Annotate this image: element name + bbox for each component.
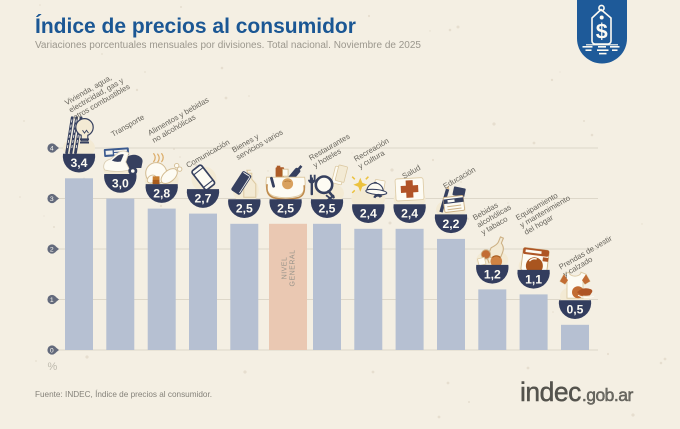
svg-text:Índice de precios al consumido: Índice de precios al consumidor	[35, 15, 356, 38]
svg-text:$: $	[596, 20, 608, 44]
svg-text:1,2: 1,2	[484, 267, 501, 281]
svg-text:2,7: 2,7	[195, 192, 212, 206]
svg-text:NIVEL: NIVEL	[282, 257, 289, 280]
svg-text:0,5: 0,5	[567, 303, 584, 317]
svg-text:2,5: 2,5	[236, 202, 253, 216]
svg-text:2,5: 2,5	[319, 202, 336, 216]
svg-text:2,8: 2,8	[153, 187, 170, 201]
svg-text:3,0: 3,0	[112, 176, 129, 190]
svg-text:2,2: 2,2	[443, 217, 460, 231]
svg-text:Fuente: INDEC, Índice de preci: Fuente: INDEC, Índice de precios al cons…	[35, 389, 212, 399]
svg-text:3: 3	[50, 196, 54, 203]
svg-text:2,4: 2,4	[360, 207, 377, 221]
svg-text:Variaciones porcentuales mensu: Variaciones porcentuales mensuales por d…	[35, 40, 421, 51]
svg-text:%: %	[48, 361, 58, 373]
svg-text:2,5: 2,5	[277, 202, 294, 216]
svg-text:2: 2	[50, 246, 54, 253]
svg-text:3,4: 3,4	[71, 156, 88, 170]
svg-text:1,1: 1,1	[525, 272, 542, 286]
svg-text:0: 0	[50, 347, 54, 354]
svg-text:GENERAL: GENERAL	[290, 250, 297, 287]
svg-text:1: 1	[50, 297, 54, 304]
svg-text:indec.gob.ar: indec.gob.ar	[520, 377, 634, 407]
svg-text:2,4: 2,4	[401, 207, 418, 221]
svg-text:4: 4	[50, 145, 54, 152]
